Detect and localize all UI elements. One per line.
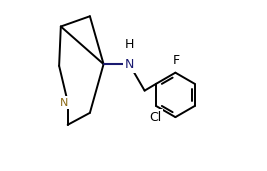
Text: N: N (60, 98, 68, 108)
Text: Cl: Cl (149, 111, 162, 124)
Text: F: F (172, 54, 179, 67)
Text: H: H (124, 38, 134, 51)
Text: N: N (124, 58, 134, 71)
